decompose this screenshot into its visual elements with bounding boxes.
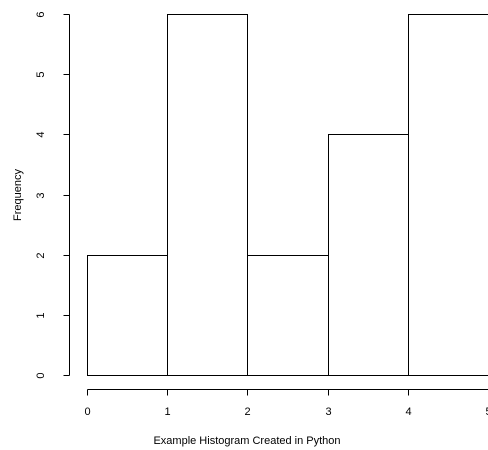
y-axis-title: Frequency bbox=[12, 169, 24, 221]
x-tick-label: 2 bbox=[244, 406, 250, 418]
y-tick-label: 1 bbox=[35, 312, 47, 318]
y-tick-label: 0 bbox=[35, 372, 47, 378]
y-tick-label: 2 bbox=[35, 252, 47, 258]
x-axis-title: Example Histogram Created in Python bbox=[153, 435, 340, 447]
histogram-bar bbox=[87, 255, 168, 376]
x-tick-label: 4 bbox=[405, 406, 411, 418]
x-tick-label: 3 bbox=[325, 406, 331, 418]
x-axis: 0 1 2 3 4 5 bbox=[84, 389, 488, 418]
y-tick-label: 4 bbox=[35, 131, 47, 137]
histogram-bar bbox=[408, 14, 488, 376]
y-tick-label: 6 bbox=[35, 11, 47, 17]
y-axis: 0 1 2 3 4 5 6 bbox=[35, 11, 70, 379]
y-tick-label: 5 bbox=[35, 71, 47, 77]
histogram-bar bbox=[247, 255, 329, 376]
y-tick-label: 3 bbox=[35, 192, 47, 198]
histogram-bars bbox=[87, 14, 488, 376]
x-tick-label: 0 bbox=[84, 406, 90, 418]
x-tick-label: 5 bbox=[485, 406, 488, 418]
x-tick-label: 1 bbox=[164, 406, 170, 418]
histogram-bar bbox=[167, 14, 248, 376]
histogram-bar bbox=[328, 134, 409, 376]
